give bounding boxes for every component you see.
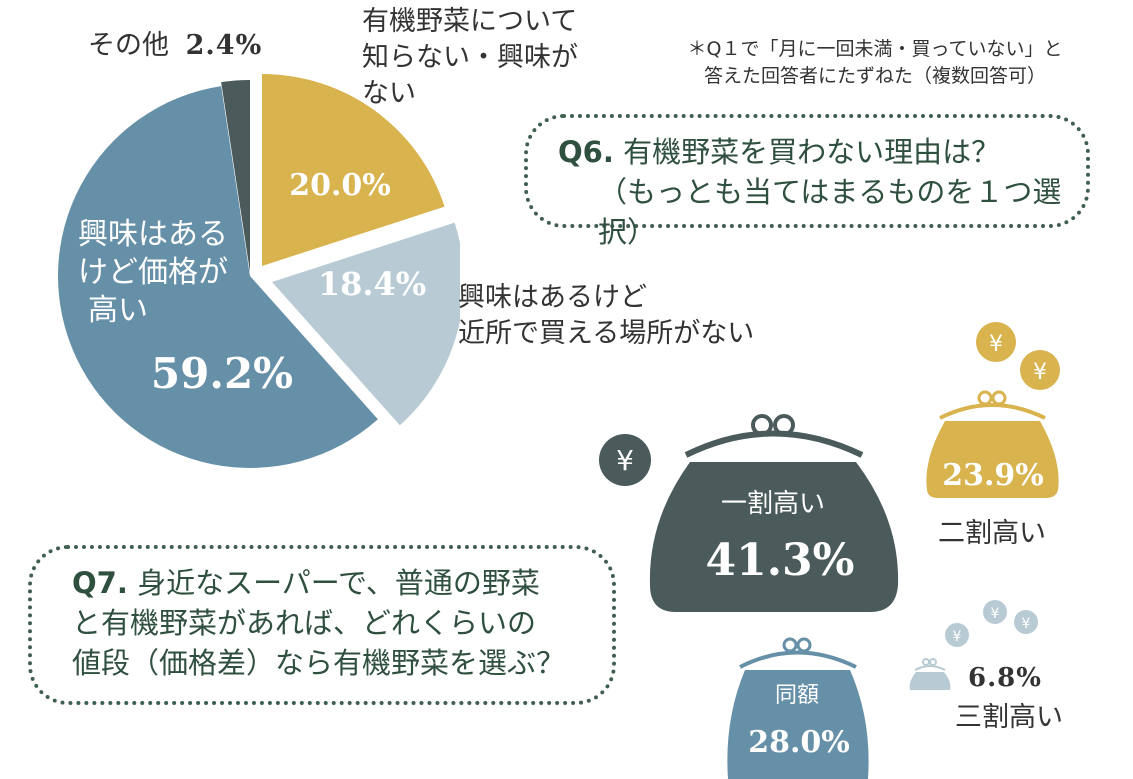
- purse-chart: ¥ ¥ ¥ ¥ ¥ ¥ 一割高い 41.3% 同額 28.0%: [599, 322, 1060, 779]
- pie-chart: 20.0% 18.4% 59.2%: [57, 74, 460, 468]
- pie-slice-other: [221, 80, 250, 272]
- purse-two-tenths: 23.9%: [926, 390, 1059, 498]
- purse-label-same: 同額: [775, 683, 819, 708]
- yen-coin-icon: ¥: [945, 623, 969, 647]
- pie-value-price: 59.2%: [151, 349, 293, 398]
- purse-same-price: 同額 28.0%: [727, 637, 869, 779]
- svg-text:¥: ¥: [991, 606, 1000, 622]
- pie-label-unknown: 有機野菜について 知らない・興味が ない: [362, 6, 578, 109]
- purse-value-same: 28.0%: [748, 725, 850, 760]
- yen-coin-icon: ¥: [983, 600, 1007, 624]
- yen-coin-icon: ¥: [976, 322, 1016, 362]
- purse-three-tenths: [909, 658, 951, 690]
- label-two-tenths: 二割高い: [938, 518, 1046, 549]
- pie-slice-price: [57, 86, 378, 468]
- purse-value-two-tenths: 23.9%: [942, 458, 1044, 493]
- q7-line3: 値段（価格差）なら有機野菜を選ぶ？: [72, 646, 566, 680]
- yen-coin-icon: ¥: [599, 434, 651, 486]
- purse-one-tenth: 一割高い 41.3%: [649, 414, 899, 612]
- q7-line1: 身近なスーパーで、普通の野菜: [137, 566, 540, 600]
- q7-question-box: Q7. 身近なスーパーで、普通の野菜 と有機野菜があれば、どれくらいの 値段（価…: [28, 545, 616, 705]
- pie-value-other: 2.4%: [185, 30, 263, 61]
- svg-text:¥: ¥: [989, 332, 1003, 357]
- q6-subtitle: （もっとも当てはまるものを１つ選択）: [598, 175, 1062, 249]
- yen-coin-icon: ¥: [1020, 350, 1060, 390]
- q7-number: Q7.: [72, 566, 128, 600]
- pie-value-no-store: 18.4%: [318, 265, 426, 303]
- value-three-tenths: 6.8%: [968, 663, 1042, 693]
- pie-label-other: その他 2.4%: [88, 30, 263, 61]
- pie-label-no-store: 興味はあるけど 近所で買える場所がない: [458, 282, 755, 349]
- pie-slice-no-store: [272, 222, 460, 426]
- svg-text:¥: ¥: [616, 444, 634, 477]
- pie-label-price: 興味はある けど価格が 高い: [78, 217, 228, 328]
- purse-value-one-tenth: 41.3%: [706, 535, 855, 586]
- q6-question-box: Q6. 有機野菜を買わない理由は？ （もっとも当てはまるものを１つ選択）: [524, 114, 1090, 249]
- pie-slice-unknown: [262, 74, 445, 266]
- purse-label-one-tenth: 一割高い: [721, 489, 825, 519]
- yen-coin-icon: ¥: [1014, 610, 1038, 634]
- q6-note: ＊Q１で「月に一回未満・買っていない」と 答えた回答者にたずねた（複数回答可）: [687, 38, 1063, 87]
- svg-text:¥: ¥: [953, 629, 962, 645]
- label-three-tenths: 三割高い: [955, 702, 1063, 733]
- q7-line2: と有機野菜があれば、どれくらいの: [72, 606, 537, 640]
- svg-text:¥: ¥: [1022, 616, 1031, 632]
- pie-value-unknown: 20.0%: [289, 168, 391, 203]
- svg-text:¥: ¥: [1033, 360, 1047, 385]
- q6-title: 有機野菜を買わない理由は？: [623, 135, 1001, 169]
- q6-number: Q6.: [558, 135, 614, 169]
